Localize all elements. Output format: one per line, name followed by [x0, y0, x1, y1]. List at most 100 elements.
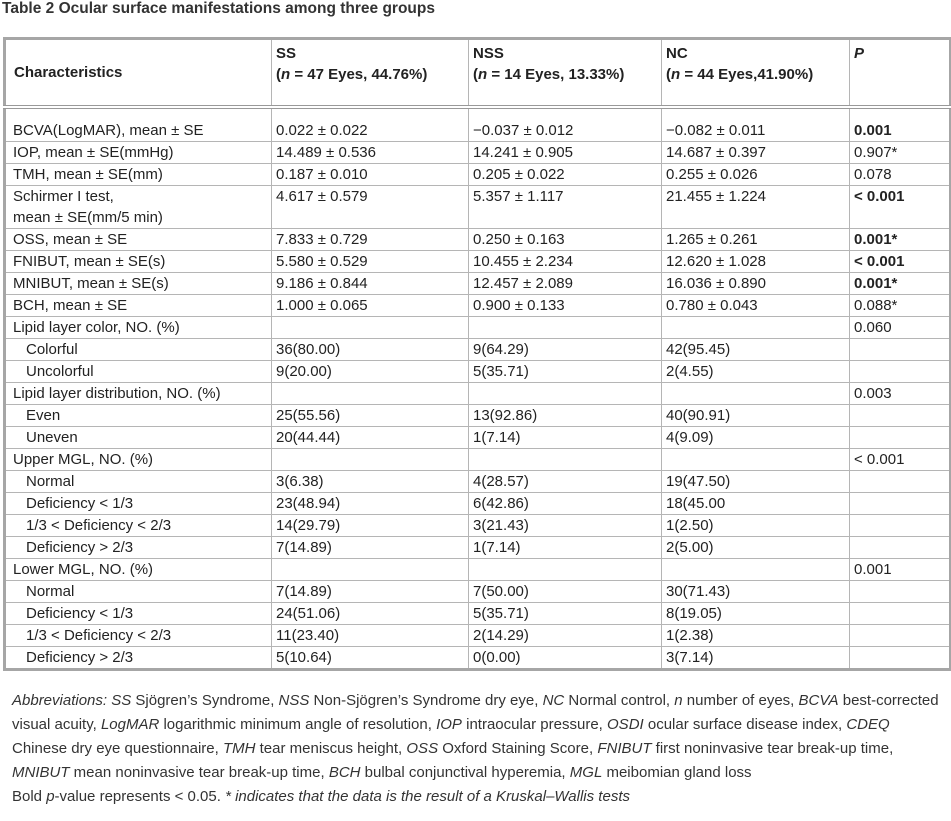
cell-value: 1(7.14) [468, 426, 662, 449]
table-row: Lipid layer distribution, NO. (%) 0.003 [4, 382, 951, 405]
footnote-text: MNIBUT [12, 764, 70, 781]
cell-value: 24(51.06) [271, 602, 469, 625]
table-title: Table 2 Ocular surface manifestations am… [2, 0, 435, 17]
column-name: NSS [473, 45, 504, 62]
cell-value: 4(28.57) [468, 470, 662, 493]
row-label: Colorful [4, 338, 272, 361]
p-value [849, 514, 951, 537]
p-value: < 0.001 [849, 250, 951, 273]
row-label: Even [4, 404, 272, 427]
table-row: BCVA(LogMAR), mean ± SE 0.022 ± 0.022 −0.0… [4, 106, 951, 142]
cell-value [468, 448, 662, 471]
header-cell: NSS (n = 14 Eyes, 13.33%) [468, 38, 662, 109]
column-name: Characteristics [14, 64, 123, 81]
cell-value [661, 382, 850, 405]
row-label: TMH, mean ± SE(mm) [4, 163, 272, 186]
footnote-text: Chinese dry eye questionnaire, [12, 740, 223, 757]
table-row: 1/3 < Deficiency < 2/3 11(23.40) 2(14.29) 1… [4, 624, 951, 647]
footnote-text: OSS [406, 740, 439, 757]
cell-value: 9.186 ± 0.844 [271, 272, 469, 295]
group-size-open: ( [473, 66, 478, 83]
footnote-text: * indicates that the data is the result … [225, 788, 630, 805]
table-body: BCVA(LogMAR), mean ± SE 0.022 ± 0.022 −0.0… [4, 106, 951, 670]
row-label: Deficiency < 1/3 [4, 602, 272, 625]
row-label: Uneven [4, 426, 272, 449]
p-value [849, 360, 951, 383]
footnote-text: p [46, 788, 55, 805]
cell-value: 0.187 ± 0.010 [271, 163, 469, 186]
footnote-text: ocular surface disease index, [643, 716, 847, 733]
footnote-text: first noninvasive tear break-up time, [651, 740, 894, 757]
p-value: 0.001 [849, 106, 951, 142]
cell-value: 2(5.00) [661, 536, 850, 559]
cell-value: 20(44.44) [271, 426, 469, 449]
cell-value: 14(29.79) [271, 514, 469, 537]
footnote-text: bulbal conjunctival hyperemia, [360, 764, 570, 781]
cell-value: 9(64.29) [468, 338, 662, 361]
footnote-text: LogMAR [100, 716, 160, 733]
footnote-text: tear meniscus height, [255, 740, 407, 757]
p-value: 0.078 [849, 163, 951, 186]
footnote-text: -value represents < 0.05. [54, 788, 226, 805]
cell-value: 21.455 ± 1.224 [661, 185, 850, 229]
cell-value: 1(2.38) [661, 624, 850, 647]
p-value [849, 580, 951, 603]
table-row: Lipid layer color, NO. (%) 0.060 [4, 316, 951, 339]
footnote-text: FNIBUT [597, 740, 652, 757]
footnote-text: NC [542, 692, 565, 709]
cell-value [661, 316, 850, 339]
table-row: Normal 7(14.89) 7(50.00) 30(71.43) [4, 580, 951, 603]
cell-value: 5(35.71) [468, 360, 662, 383]
row-label: Lower MGL, NO. (%) [4, 558, 272, 581]
cell-value: −0.037 ± 0.012 [468, 106, 662, 142]
cell-value [661, 558, 850, 581]
cell-value: 7(14.89) [271, 580, 469, 603]
table-row: Deficiency < 1/3 23(48.94) 6(42.86) 18(45.0… [4, 492, 951, 515]
p-value: < 0.001 [849, 448, 951, 471]
p-value: 0.001* [849, 228, 951, 251]
p-value [849, 536, 951, 559]
row-label: Deficiency > 2/3 [4, 646, 272, 670]
footnote-text: best-corrected visual acuity, [12, 692, 939, 733]
row-label: BCH, mean ± SE [4, 294, 272, 317]
cell-value: 5(35.71) [468, 602, 662, 625]
p-value [849, 338, 951, 361]
cell-value [468, 382, 662, 405]
cell-value: 36(80.00) [271, 338, 469, 361]
cell-value: 3(21.43) [468, 514, 662, 537]
table-row: MNIBUT, mean ± SE(s) 9.186 ± 0.844 12.457 … [4, 272, 951, 295]
footnote-text: NSS [278, 692, 310, 709]
cell-value: 7(14.89) [271, 536, 469, 559]
cell-value: 23(48.94) [271, 492, 469, 515]
p-value: 0.088* [849, 294, 951, 317]
cell-value: 18(45.00 [661, 492, 850, 515]
row-label: FNIBUT, mean ± SE(s) [4, 250, 272, 273]
row-label: Lipid layer color, NO. (%) [4, 316, 272, 339]
footnote-text: BCVA [798, 692, 839, 709]
header-cell: Characteristics [4, 38, 272, 109]
table-row: Schirmer I test, mean ± SE(mm/5 min) 4.617… [4, 185, 951, 229]
p-value: 0.001 [849, 558, 951, 581]
row-label: Schirmer I test, mean ± SE(mm/5 min) [4, 185, 272, 229]
cell-value: 16.036 ± 0.890 [661, 272, 850, 295]
row-label: BCVA(LogMAR), mean ± SE [4, 106, 272, 142]
footnote-text: Non-Sjögren’s Syndrome dry eye, [309, 692, 543, 709]
cell-value: 12.620 ± 1.028 [661, 250, 850, 273]
footnote-text: intraocular pressure, [461, 716, 608, 733]
row-label: Lipid layer distribution, NO. (%) [4, 382, 272, 405]
cell-value [271, 316, 469, 339]
row-label: 1/3 < Deficiency < 2/3 [4, 624, 272, 647]
label-line: Schirmer I test, [13, 188, 114, 205]
cell-value: 4(9.09) [661, 426, 850, 449]
p-value: 0.003 [849, 382, 951, 405]
footnote-text: Oxford Staining Score, [438, 740, 598, 757]
footnote-text: TMH [222, 740, 256, 757]
row-label: OSS, mean ± SE [4, 228, 272, 251]
cell-value: 5(10.64) [271, 646, 469, 670]
cell-value: 30(71.43) [661, 580, 850, 603]
footnote-text: OSDI [607, 716, 644, 733]
row-label: Uncolorful [4, 360, 272, 383]
cell-value: 0(0.00) [468, 646, 662, 670]
footnote-text: n [674, 692, 683, 709]
cell-value: 0.022 ± 0.022 [271, 106, 469, 142]
